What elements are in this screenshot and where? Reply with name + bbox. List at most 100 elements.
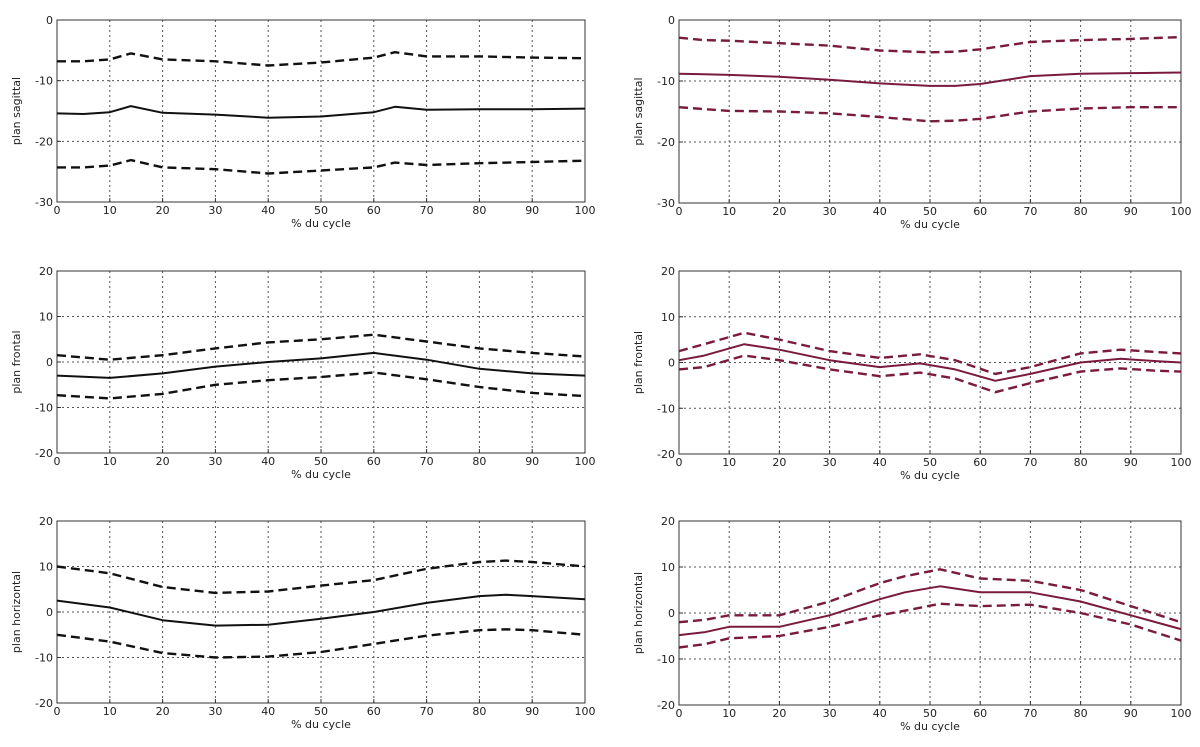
x-tick-label: 90	[525, 204, 539, 217]
series-line-3-dashed	[56, 371, 586, 400]
x-tick-label: 40	[873, 456, 887, 469]
y-tick-label: -20	[35, 135, 53, 148]
x-tick-label: 80	[472, 455, 486, 468]
x-tick-label: 10	[103, 455, 117, 468]
y-tick-label: -10	[35, 75, 53, 88]
y-tick-label: -10	[657, 402, 675, 415]
series-line-2-solid	[678, 585, 1182, 637]
x-tick-label: 20	[156, 455, 170, 468]
series-line-1-dashed	[57, 51, 586, 67]
x-tick-label: 90	[525, 455, 539, 468]
x-tick-label: 10	[103, 705, 117, 718]
y-tick-label: -10	[657, 653, 675, 666]
y-tick-label: 0	[668, 357, 675, 370]
series-line-3-dashed	[678, 602, 1182, 649]
x-tick-label: 60	[367, 204, 381, 217]
series-line-2-solid	[678, 343, 1182, 382]
x-tick-label: 70	[1023, 456, 1037, 469]
x-tick-label: 60	[367, 455, 381, 468]
x-tick-label: 100	[575, 204, 596, 217]
x-tick-label: 80	[1074, 205, 1088, 218]
series-line-1-dashed	[678, 568, 1182, 624]
x-tick-label: 30	[823, 707, 837, 720]
series-line-3-dashed	[678, 354, 1182, 394]
x-tick-label: 60	[973, 707, 987, 720]
x-tick-label: 90	[525, 705, 539, 718]
x-tick-label: 90	[1124, 456, 1138, 469]
x-tick-label: 10	[722, 707, 736, 720]
x-tick-label: 70	[1023, 205, 1037, 218]
series-line-1-dashed	[56, 559, 586, 595]
x-tick-label: 0	[54, 705, 61, 718]
x-tick-label: 40	[873, 707, 887, 720]
x-tick-label: 30	[208, 204, 222, 217]
series-line-3-dashed	[678, 106, 1181, 123]
x-tick-label: 70	[420, 705, 434, 718]
x-tick-label: 20	[156, 204, 170, 217]
x-tick-label: 20	[772, 456, 786, 469]
y-tick-label: 20	[661, 515, 675, 528]
series-line-2-solid	[678, 71, 1182, 87]
x-axis-label: % du cycle	[291, 217, 351, 230]
x-tick-label: 70	[1023, 707, 1037, 720]
series-line-2-solid	[56, 351, 586, 379]
x-tick-label: 0	[54, 455, 61, 468]
x-tick-label: 40	[261, 204, 275, 217]
x-tick-label: 30	[208, 455, 222, 468]
x-tick-label: 10	[103, 204, 117, 217]
x-tick-label: 10	[722, 205, 736, 218]
x-tick-label: 70	[420, 204, 434, 217]
x-tick-label: 50	[314, 455, 328, 468]
x-tick-label: 40	[261, 455, 275, 468]
x-axis-label: % du cycle	[900, 469, 960, 482]
x-tick-label: 20	[772, 707, 786, 720]
x-tick-label: 50	[923, 205, 937, 218]
x-tick-label: 60	[367, 705, 381, 718]
series-line-2-solid	[56, 593, 586, 627]
y-tick-label: -30	[657, 197, 675, 210]
x-tick-label: 0	[676, 707, 683, 720]
x-tick-label: 50	[923, 707, 937, 720]
x-tick-label: 80	[472, 705, 486, 718]
x-tick-label: 100	[1171, 205, 1192, 218]
x-tick-label: 0	[676, 456, 683, 469]
y-tick-label: -20	[657, 136, 675, 149]
x-axis-label: % du cycle	[900, 720, 960, 733]
x-axis-label: % du cycle	[900, 218, 960, 231]
x-tick-label: 20	[156, 705, 170, 718]
y-tick-label: 10	[39, 561, 53, 574]
x-tick-label: 100	[1171, 707, 1192, 720]
x-tick-label: 60	[973, 456, 987, 469]
x-tick-label: 50	[314, 204, 328, 217]
x-axis-label: % du cycle	[291, 718, 351, 731]
x-tick-label: 0	[54, 204, 61, 217]
y-axis-label: plan sagittal	[632, 77, 645, 145]
series-line-3-dashed	[56, 628, 586, 659]
x-tick-label: 10	[722, 456, 736, 469]
y-axis-label: plan frontal	[10, 330, 23, 393]
x-tick-label: 30	[823, 205, 837, 218]
y-tick-label: -20	[35, 697, 53, 710]
x-tick-label: 90	[1124, 707, 1138, 720]
y-tick-label: 10	[39, 311, 53, 324]
y-tick-label: -30	[35, 196, 53, 209]
x-tick-label: 100	[1171, 456, 1192, 469]
y-axis-label: plan frontal	[632, 331, 645, 394]
x-axis-label: % du cycle	[291, 468, 351, 481]
y-tick-label: -10	[35, 402, 53, 415]
x-tick-label: 80	[1074, 456, 1088, 469]
x-tick-label: 70	[420, 455, 434, 468]
y-tick-label: 10	[661, 561, 675, 574]
y-tick-label: 0	[46, 14, 53, 27]
x-tick-label: 40	[261, 705, 275, 718]
y-tick-label: 0	[46, 356, 53, 369]
series-line-1-dashed	[678, 35, 1182, 54]
chart-panel-1: 0 10 20 30 40 50 60 70 80 90 100 0 -10 -20 -30 % du cyc…	[10, 14, 596, 230]
y-tick-label: 0	[46, 606, 53, 619]
